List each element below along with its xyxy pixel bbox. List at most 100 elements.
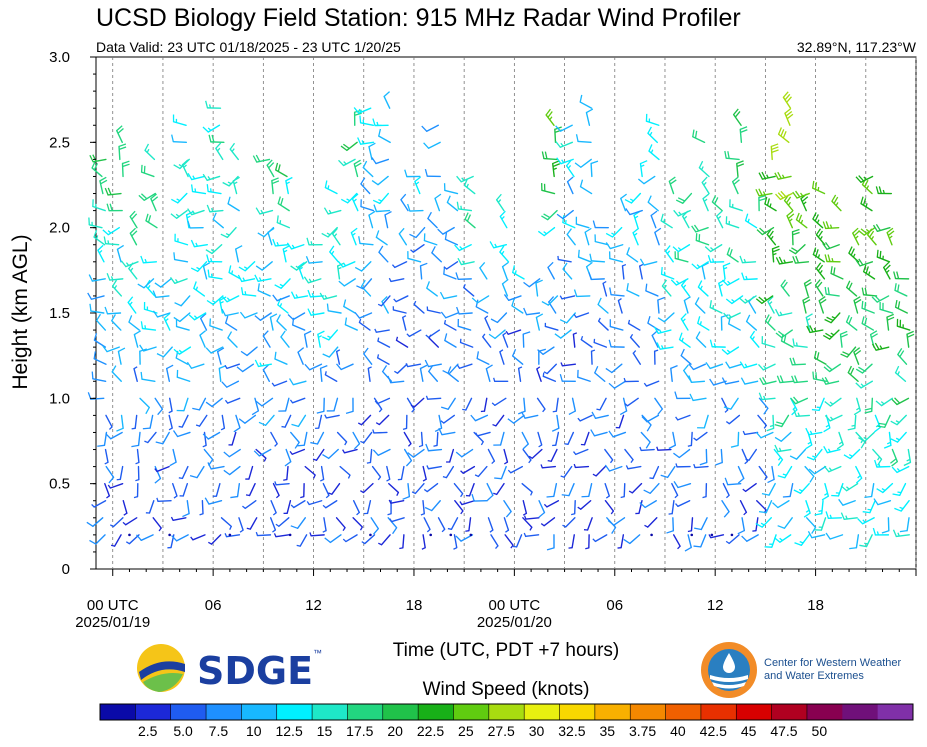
wind-barb-flag bbox=[577, 249, 580, 258]
wind-barb-half-flag bbox=[244, 291, 247, 295]
wind-barb-shaft bbox=[760, 431, 774, 439]
wind-barb bbox=[632, 227, 640, 246]
wind-barb bbox=[190, 239, 208, 248]
wind-barb-flag bbox=[609, 287, 612, 295]
wind-barb bbox=[640, 431, 651, 449]
wind-barb bbox=[822, 221, 840, 230]
wind-barb-shaft bbox=[291, 324, 306, 331]
wind-barb-shaft bbox=[291, 397, 306, 404]
wind-barb-shaft bbox=[525, 312, 541, 316]
wind-barb-shaft bbox=[224, 322, 238, 331]
wind-barb-shaft bbox=[227, 203, 240, 212]
wind-barb-flag bbox=[897, 284, 900, 292]
wind-barb-half-flag bbox=[681, 337, 684, 342]
wind-barb bbox=[111, 365, 122, 382]
wind-barb-half-flag bbox=[377, 354, 380, 359]
wind-barb-half-flag bbox=[630, 459, 634, 464]
colorbar-label: Wind Speed (knots) bbox=[422, 679, 590, 700]
wind-barb bbox=[737, 465, 745, 484]
wind-barb-half-flag bbox=[344, 441, 348, 446]
wind-barb bbox=[275, 517, 290, 527]
wind-barb bbox=[220, 517, 232, 530]
wind-barb-flag bbox=[362, 160, 368, 168]
wind-barb-half-flag bbox=[246, 527, 251, 530]
wind-barb-half-flag bbox=[378, 542, 382, 546]
wind-barb-half-flag bbox=[763, 365, 767, 369]
wind-barb-half-flag bbox=[195, 242, 198, 247]
wind-barb-shaft bbox=[517, 367, 522, 382]
wind-barb-shaft bbox=[464, 218, 476, 229]
wind-barb-half-flag bbox=[130, 267, 134, 272]
wind-barb bbox=[92, 199, 106, 212]
wind-barb bbox=[173, 346, 192, 355]
wind-barb-flag bbox=[138, 194, 145, 201]
wind-barb-shaft bbox=[149, 414, 154, 429]
wind-barb bbox=[523, 307, 541, 316]
wind-barb-half-flag bbox=[133, 496, 138, 499]
wind-barb-half-flag bbox=[523, 515, 527, 520]
wind-barb bbox=[579, 94, 593, 109]
colorbar-swatch bbox=[665, 704, 702, 720]
wind-barb-shaft bbox=[692, 363, 707, 371]
wind-barb bbox=[339, 465, 351, 479]
wind-barb-shaft bbox=[663, 312, 675, 323]
cw3e-globe-icon bbox=[701, 642, 757, 698]
wind-barb-shaft bbox=[678, 448, 691, 459]
wind-barb-shaft bbox=[358, 107, 372, 114]
wind-barb-half-flag bbox=[675, 463, 678, 468]
wind-barb-shaft bbox=[547, 295, 559, 306]
wind-barb-flag bbox=[190, 239, 196, 247]
wind-barb-shaft bbox=[262, 335, 271, 348]
wind-barb-flag bbox=[240, 287, 244, 295]
wind-barb-half-flag bbox=[389, 518, 393, 522]
wind-barb bbox=[178, 414, 189, 428]
wind-barb-flag bbox=[840, 330, 848, 335]
wind-barb-half-flag bbox=[742, 430, 746, 435]
wind-barb-shaft bbox=[580, 500, 592, 510]
wind-barb bbox=[372, 118, 389, 127]
wind-barb-shaft bbox=[672, 517, 675, 532]
wind-barb-half-flag bbox=[817, 186, 820, 191]
wind-barb-flag bbox=[227, 196, 231, 204]
wind-barb-half-flag bbox=[402, 315, 407, 319]
wind-barb-half-flag bbox=[342, 449, 346, 454]
wind-barb-shaft bbox=[502, 334, 509, 348]
wind-barb-flag bbox=[669, 179, 677, 185]
wind-barb bbox=[806, 325, 824, 334]
wind-barb-flag bbox=[494, 477, 502, 480]
wind-barb-flag bbox=[605, 367, 613, 374]
wind-barb-shaft bbox=[109, 482, 124, 489]
wind-barb bbox=[262, 364, 271, 382]
wind-barb-shaft bbox=[645, 380, 660, 387]
wind-barb bbox=[290, 261, 308, 271]
wind-barb bbox=[559, 312, 576, 324]
wind-barb bbox=[88, 274, 106, 282]
wind-barb bbox=[221, 380, 240, 388]
wind-barb bbox=[675, 500, 691, 508]
wind-barb-flag bbox=[805, 444, 813, 450]
wind-barb-flag bbox=[673, 209, 679, 217]
wind-barb-flag bbox=[767, 478, 775, 484]
wind-barb-shaft bbox=[590, 162, 593, 178]
wind-barb-shaft bbox=[180, 295, 191, 307]
wind-barb-flag bbox=[875, 186, 879, 194]
wind-barb-shaft bbox=[105, 414, 113, 428]
wind-barb-shaft bbox=[487, 448, 496, 462]
wind-barb bbox=[638, 263, 644, 280]
wind-barb bbox=[464, 212, 476, 229]
wind-barb-shaft bbox=[647, 132, 658, 144]
wind-barb-half-flag bbox=[663, 284, 667, 289]
data-valid-text: Data Valid: 23 UTC 01/18/2025 - 23 UTC 1… bbox=[96, 39, 401, 55]
wind-barb-shaft bbox=[644, 500, 657, 509]
wind-barb-half-flag bbox=[805, 509, 810, 513]
wind-barb-shaft bbox=[426, 482, 439, 493]
wind-barb bbox=[378, 245, 389, 263]
wind-barb-shaft bbox=[571, 534, 575, 549]
wind-barb bbox=[551, 414, 560, 432]
wind-barb bbox=[297, 347, 305, 365]
wind-barb-half-flag bbox=[768, 301, 773, 305]
wind-barb bbox=[660, 266, 675, 280]
wind-barb-half-flag bbox=[819, 270, 823, 274]
wind-barb-flag bbox=[538, 512, 545, 518]
wind-barb-flag bbox=[827, 287, 830, 295]
